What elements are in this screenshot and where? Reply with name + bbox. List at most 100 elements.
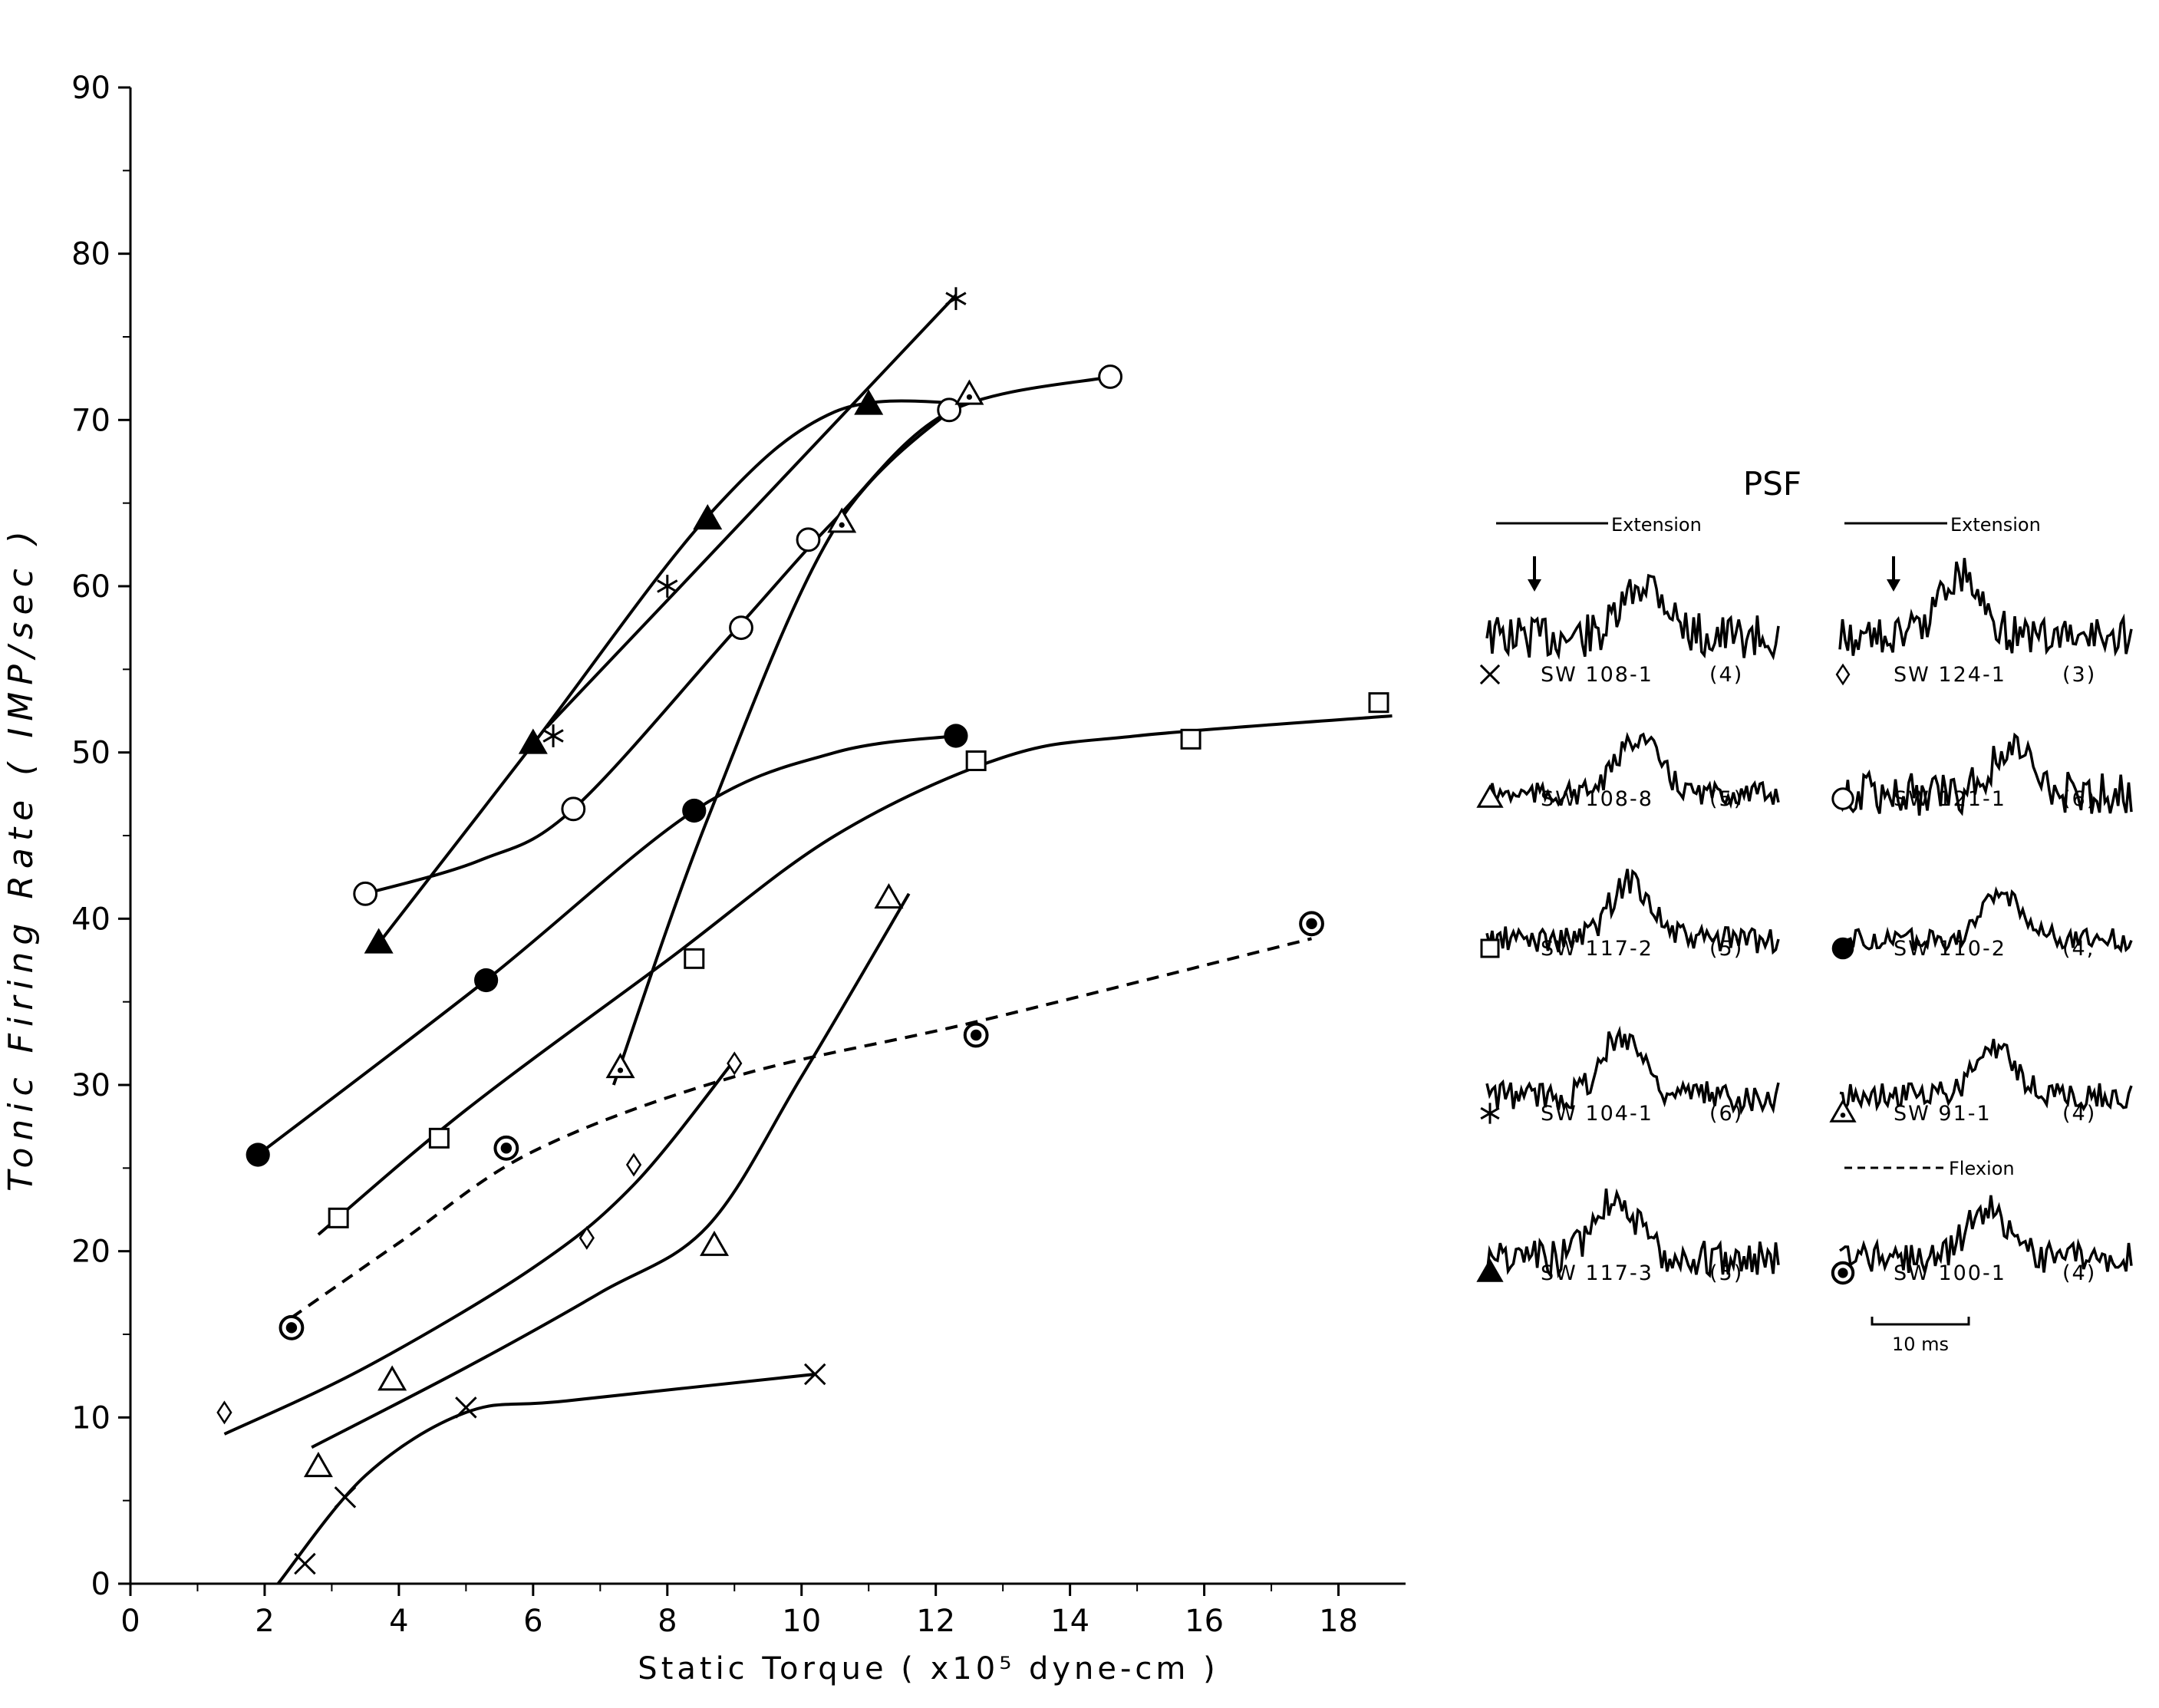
scale-bar-label: 10 ms xyxy=(1892,1334,1949,1355)
axes: 0 2 4 6 8 10 12 14 16 18 0 10 20 30 40 50 60 70 80 90 xyxy=(71,71,1406,1639)
psf-legend: SW 108-1 (4) SW 108-8 (5) SW 117-2 (5) SW 104-… xyxy=(1476,663,2096,1285)
data-point xyxy=(279,1314,305,1340)
x-tick-label: 14 xyxy=(1050,1604,1089,1639)
y-axis-label: Tonic Firing Rate ( IMP/sec ) xyxy=(2,524,41,1192)
legend-marker xyxy=(1835,663,1851,686)
data-point xyxy=(334,1486,357,1509)
legend-marker xyxy=(1831,787,1854,810)
data-point xyxy=(945,287,967,311)
legend-label: SW 121-1 xyxy=(1894,787,2006,811)
psf-trace-4 xyxy=(1485,1188,1780,1279)
fit-curve-2 xyxy=(317,714,1393,1236)
x-tick-label: 16 xyxy=(1185,1604,1224,1639)
y-tick-label: 60 xyxy=(71,569,110,605)
data-point xyxy=(303,1452,333,1478)
y-tick-label: 80 xyxy=(71,237,110,272)
x-tick-label: 2 xyxy=(255,1604,274,1639)
legend-count: (6) xyxy=(2062,787,2096,811)
x-tick-label: 12 xyxy=(916,1604,955,1639)
data-point xyxy=(377,1365,407,1391)
legend-count: (5) xyxy=(1709,787,1743,811)
x-tick-label: 10 xyxy=(782,1604,821,1639)
psf-trace-3 xyxy=(1485,1025,1780,1116)
x-tick-label: 0 xyxy=(120,1604,140,1639)
legend-count: (5) xyxy=(1709,1261,1743,1285)
x-tick-label: 18 xyxy=(1319,1604,1358,1639)
fit-curve-3 xyxy=(545,294,958,729)
psf-trace-1 xyxy=(1485,731,1780,809)
data-point xyxy=(493,1135,519,1161)
legend-label: SW 110-2 xyxy=(1894,937,2006,961)
fit-curve-8 xyxy=(611,394,971,1086)
data-point xyxy=(216,1400,232,1425)
data-point xyxy=(954,379,984,405)
psf-traces xyxy=(1485,556,2133,1279)
stimulus-arrowhead xyxy=(1528,579,1541,592)
data-point xyxy=(353,881,378,906)
psf-title: PSF xyxy=(1743,465,1801,503)
fit-curve-7 xyxy=(256,734,957,1156)
y-tick-label: 40 xyxy=(71,902,110,937)
fit-curve-0 xyxy=(276,1373,816,1585)
data-point xyxy=(1098,364,1123,389)
data-point xyxy=(729,615,753,641)
data-point xyxy=(578,1225,595,1250)
data-point xyxy=(1180,728,1201,750)
legend-label: SW 100-1 xyxy=(1894,1261,2006,1285)
data-point xyxy=(693,504,723,530)
legend-marker xyxy=(1829,1099,1857,1123)
data-point xyxy=(474,968,499,993)
data-points xyxy=(216,287,1389,1575)
y-tick-label: 30 xyxy=(71,1068,110,1103)
legend-label: SW 117-2 xyxy=(1541,937,1653,961)
y-tick-label: 90 xyxy=(71,71,110,106)
psf-trace-2 xyxy=(1485,869,1780,955)
data-point xyxy=(518,728,548,754)
legend-label: SW 91-1 xyxy=(1894,1102,1992,1126)
flexion-header: Flexion xyxy=(1949,1158,2015,1179)
data-point xyxy=(965,750,987,771)
legend-marker xyxy=(1831,1261,1855,1285)
x-axis-label: Static Torque ( x10⁵ dyne-cm ) xyxy=(638,1651,1218,1687)
data-point xyxy=(625,1152,642,1177)
legend-count: (5) xyxy=(1709,937,1743,961)
scale-bar xyxy=(1871,1317,1970,1326)
data-point xyxy=(827,507,857,533)
data-point xyxy=(1368,692,1389,714)
fit-curve-1 xyxy=(311,892,911,1449)
psf-trace-8 xyxy=(1839,1038,2133,1113)
data-point xyxy=(294,1552,316,1575)
legend-label: SW 117-3 xyxy=(1541,1261,1653,1285)
y-tick-label: 70 xyxy=(71,403,110,438)
legend-marker xyxy=(1480,1103,1500,1124)
data-point xyxy=(657,575,678,598)
psf-trace-6 xyxy=(1838,732,2133,816)
psf-trace-0 xyxy=(1485,573,1780,661)
legend-count: (3) xyxy=(2062,663,2096,687)
data-point xyxy=(455,1396,477,1419)
stimulus-arrowhead xyxy=(1887,579,1900,592)
psf-panel: PSF Extension Extension Flexion SW 108-1… xyxy=(1476,465,2133,1355)
data-point xyxy=(328,1207,349,1228)
data-point xyxy=(1299,911,1324,937)
data-point xyxy=(542,724,564,747)
data-point xyxy=(727,1051,743,1076)
legend-marker xyxy=(1479,664,1501,685)
data-point xyxy=(605,1053,635,1079)
x-tick-label: 4 xyxy=(389,1604,408,1639)
legend-label: SW 124-1 xyxy=(1894,663,2006,687)
extension-left-header: Extension xyxy=(1611,514,1702,536)
data-point xyxy=(963,1022,989,1048)
fit-curve-5 xyxy=(223,1059,736,1436)
legend-label: SW 108-8 xyxy=(1541,787,1653,811)
data-point xyxy=(246,1143,270,1167)
data-point xyxy=(682,798,707,823)
data-point xyxy=(854,389,884,415)
x-tick-label: 6 xyxy=(523,1604,542,1639)
data-point xyxy=(428,1127,450,1149)
data-point xyxy=(944,724,968,748)
legend-count: (4) xyxy=(1709,663,1743,687)
legend-label: SW 104-1 xyxy=(1541,1102,1653,1126)
data-point xyxy=(364,928,394,954)
data-point xyxy=(561,796,586,822)
